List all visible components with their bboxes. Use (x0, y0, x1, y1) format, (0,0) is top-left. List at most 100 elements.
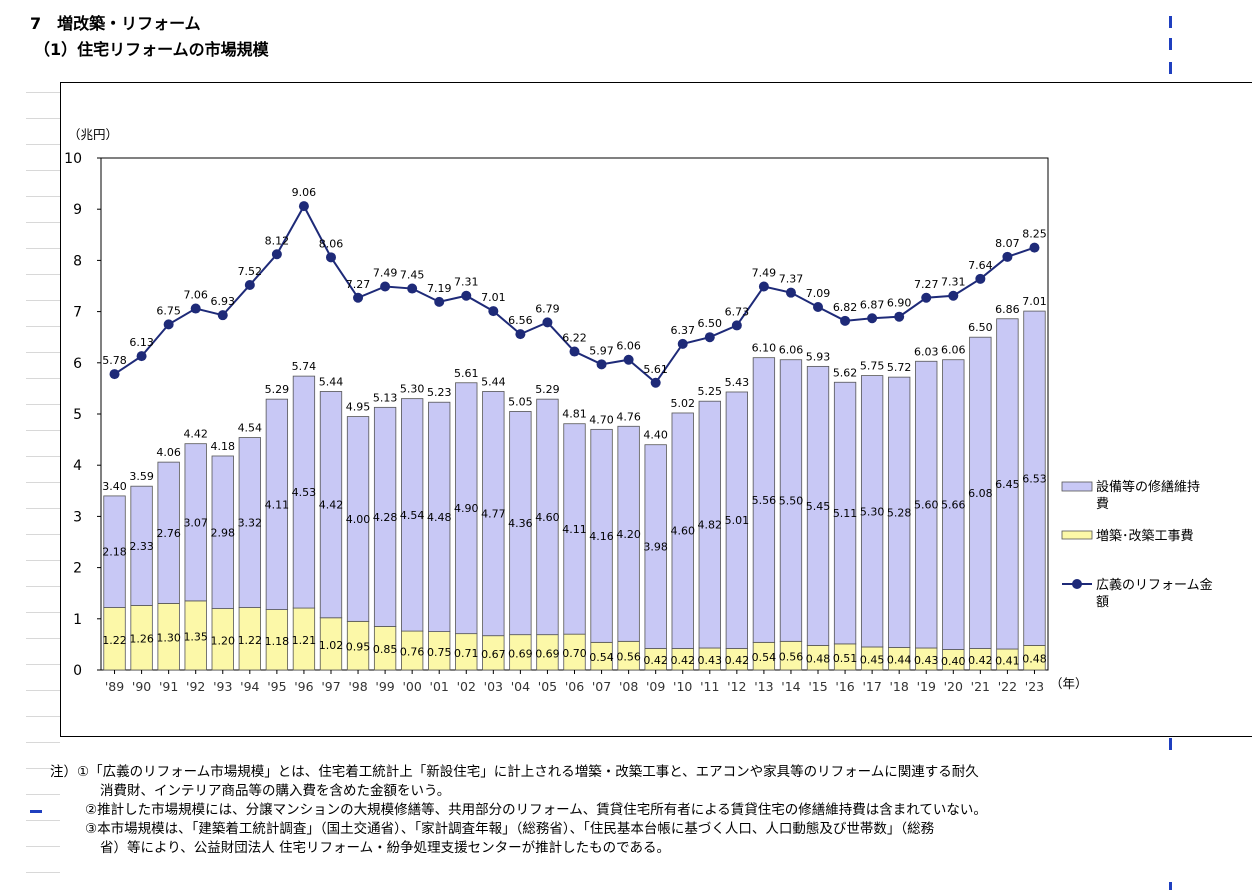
y-tick-label: 1 (73, 612, 82, 628)
data-label-upper: 5.56 (752, 494, 777, 507)
line-point (488, 306, 499, 317)
data-label-line: 7.27 (914, 278, 939, 291)
data-label-upper: 3.98 (643, 541, 668, 554)
data-label-total: 5.25 (698, 385, 723, 398)
data-label-line: 7.09 (806, 287, 831, 300)
x-tick-label: '90 (132, 679, 151, 694)
x-tick-label: '94 (240, 679, 259, 694)
line-point (163, 319, 174, 330)
data-label-line: 6.73 (725, 305, 750, 318)
y-tick-label: 2 (73, 561, 82, 577)
data-label-line: 7.19 (427, 282, 452, 295)
data-label-lower: 0.56 (616, 651, 641, 664)
line-point (244, 279, 255, 290)
data-label-line: 7.37 (779, 273, 804, 286)
line-point (650, 377, 661, 388)
line-point (623, 354, 634, 365)
data-label-total: 6.06 (941, 344, 966, 357)
data-label-total: 6.10 (752, 342, 777, 355)
line-point (407, 283, 418, 294)
data-label-upper: 5.60 (914, 499, 939, 512)
data-label-upper: 2.76 (156, 527, 181, 540)
data-label-lower: 1.20 (211, 634, 236, 647)
bar-segment-upper (698, 400, 721, 649)
data-label-line: 7.64 (968, 259, 993, 272)
x-tick-label: '10 (673, 679, 692, 694)
legend-label: 増築･改築工事費 (1096, 529, 1194, 544)
bar-segment-upper (292, 375, 316, 609)
page-break-marker (1169, 738, 1172, 750)
data-label-upper: 3.07 (183, 516, 208, 529)
data-label-total: 4.95 (346, 401, 371, 414)
line-point (704, 332, 715, 343)
data-label-total: 5.93 (806, 350, 831, 363)
data-label-line: 7.27 (346, 278, 371, 291)
x-tick-label: '91 (159, 679, 178, 694)
data-label-lower: 0.95 (346, 641, 371, 654)
bar-segment-upper (725, 391, 748, 649)
x-tick-label: '13 (754, 679, 773, 694)
x-tick-label: '23 (1025, 679, 1044, 694)
data-label-upper: 5.30 (860, 505, 885, 518)
data-label-upper: 4.48 (427, 511, 452, 524)
data-label-line: 7.01 (481, 291, 506, 304)
line-point (731, 320, 742, 331)
bar-segment-upper (833, 381, 857, 645)
data-label-upper: 4.20 (616, 528, 641, 541)
y-tick-label: 5 (73, 407, 82, 423)
data-label-lower: 0.67 (481, 648, 506, 661)
data-label-line: 6.37 (670, 324, 695, 337)
data-label-upper: 4.36 (508, 517, 533, 530)
data-label-line: 8.06 (319, 237, 344, 250)
legend-swatch-lower (1061, 530, 1093, 540)
data-label-lower: 0.40 (941, 655, 966, 668)
line-point (461, 290, 472, 301)
data-label-lower: 1.02 (319, 639, 344, 652)
data-label-line: 5.78 (102, 354, 127, 367)
bar-segment-upper (428, 401, 451, 633)
data-label-upper: 2.33 (129, 540, 154, 553)
data-label-upper: 3.32 (238, 517, 263, 530)
data-label-total: 5.13 (373, 391, 398, 404)
x-tick-label: '18 (890, 679, 909, 694)
data-label-upper: 4.16 (589, 530, 614, 543)
data-label-line: 9.06 (292, 186, 317, 199)
data-label-lower: 0.69 (535, 647, 560, 660)
x-tick-label: '21 (971, 679, 990, 694)
bar-segment-upper (265, 398, 289, 610)
line-point (298, 201, 309, 212)
data-label-upper: 4.11 (265, 498, 290, 511)
bar-segment-upper (103, 495, 126, 608)
data-label-total: 3.59 (129, 470, 154, 483)
page-break-marker (1169, 16, 1172, 28)
data-label-lower: 0.42 (968, 654, 993, 667)
legend-label: 費 (1096, 497, 1109, 512)
bar-segment-upper (536, 398, 559, 636)
notes: 注）①「広義のリフォーム市場規模」とは、住宅着工統計上「新設住宅」に計上される増… (50, 763, 1230, 858)
data-label-upper: 4.00 (346, 513, 371, 526)
bar-segment-upper (157, 461, 180, 604)
data-label-lower: 1.21 (292, 634, 317, 647)
bar-segment-upper (996, 318, 1019, 650)
chart-frame (60, 82, 1252, 737)
data-label-total: 4.54 (238, 422, 263, 435)
x-tick-label: '11 (700, 679, 719, 694)
line-point (515, 329, 526, 340)
data-label-lower: 0.48 (1022, 653, 1047, 666)
data-label-total: 4.42 (183, 428, 208, 441)
data-label-line: 6.13 (129, 336, 154, 349)
x-tick-label: '12 (727, 679, 746, 694)
data-label-lower: 0.42 (670, 654, 695, 667)
bar-segment-upper (1023, 310, 1046, 646)
line-point (948, 290, 959, 301)
data-label-line: 7.52 (238, 265, 263, 278)
data-label-lower: 0.41 (995, 655, 1020, 668)
x-tick-label: '96 (294, 679, 313, 694)
page-break-marker (30, 810, 42, 813)
bar-segment-upper (860, 375, 884, 648)
y-tick-label: 0 (73, 663, 82, 679)
bar-segment-upper (942, 359, 965, 650)
data-label-lower: 0.85 (373, 643, 398, 656)
data-label-line: 6.06 (616, 340, 641, 353)
bar-segment-upper (644, 444, 667, 649)
